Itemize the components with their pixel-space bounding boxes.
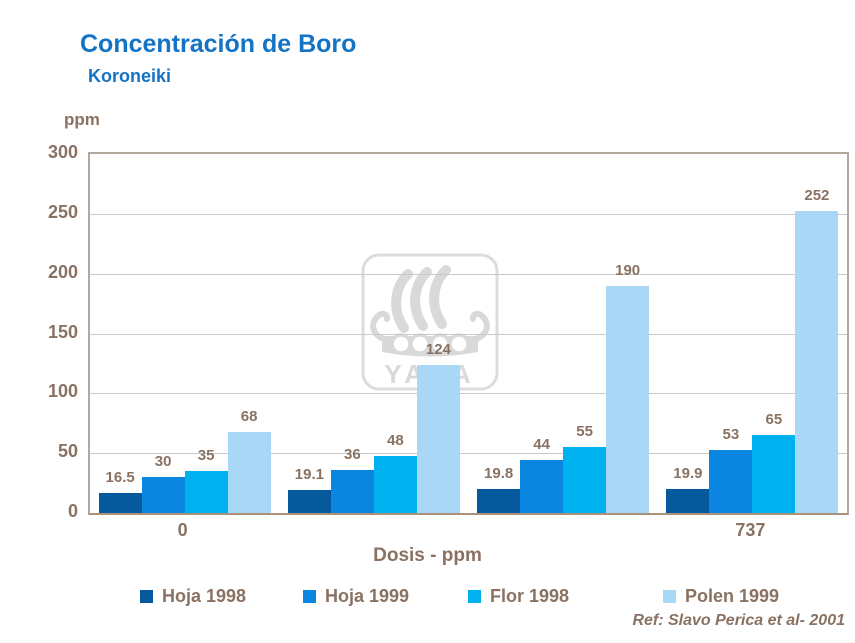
legend-item-flor-1998: Flor 1998 [468, 586, 569, 607]
bar-value-label: 16.5 [105, 469, 135, 487]
bar-hoja-1998 [98, 493, 142, 513]
legend-swatch [663, 590, 676, 603]
legend-item-hoja-1998: Hoja 1998 [140, 586, 246, 607]
bar-polen-1999 [416, 364, 460, 513]
bar-value-label: 35 [197, 447, 215, 465]
legend-label: Hoja 1999 [325, 586, 410, 606]
plot-area: YARA 16.530356819.1364812419.8445519019.… [88, 152, 849, 515]
y-tick-label: 50 [57, 441, 78, 462]
bar-hoja-1998 [287, 490, 331, 513]
bar-flor-1998 [563, 447, 607, 513]
y-axis-unit-label: ppm [64, 110, 100, 129]
bar-hoja-1998 [666, 489, 710, 513]
legend-item-hoja-1999: Hoja 1999 [303, 586, 409, 607]
bar-flor-1998 [373, 455, 417, 513]
bar-value-label: 48 [387, 431, 404, 449]
viking-ship-sails-icon [391, 265, 451, 333]
bar-value-label: 19.8 [484, 465, 514, 483]
bar-value-label: 68 [240, 407, 258, 425]
bar-value-label: 124 [425, 340, 451, 358]
bar-value-label: 30 [154, 453, 172, 471]
legend-label: Hoja 1998 [162, 586, 247, 606]
bar-value-label: 190 [615, 261, 641, 279]
gridline [90, 213, 847, 215]
x-axis-title: Dosis - ppm [373, 545, 482, 566]
legend-label: Polen 1999 [685, 586, 780, 606]
bar-hoja-1999 [520, 460, 564, 513]
x-tick-label: 737 [735, 520, 766, 540]
bar-hoja-1999 [709, 449, 753, 513]
y-tick-label: 250 [47, 201, 78, 222]
bar-value-label: 44 [533, 436, 550, 454]
bar-flor-1998 [184, 471, 228, 513]
viking-ship-hull-icon [370, 310, 490, 357]
bar-value-label: 19.9 [673, 465, 703, 483]
reference-citation: Ref: Slavo Perica et al- 2001 [632, 612, 845, 629]
bar-value-label: 252 [804, 187, 830, 205]
gridline [90, 453, 847, 455]
bar-polen-1999 [795, 211, 839, 513]
bar-value-label: 53 [722, 425, 740, 443]
legend-swatch [140, 590, 153, 603]
chart-subtitle: Koroneiki [88, 66, 172, 86]
bar-value-label: 55 [576, 423, 593, 441]
gridline [90, 393, 847, 395]
bar-hoja-1999 [141, 477, 185, 513]
bar-polen-1999 [606, 285, 650, 513]
bar-hoja-1998 [477, 489, 521, 513]
bar-value-label: 65 [765, 411, 783, 429]
x-tick-label: 0 [177, 520, 188, 540]
y-tick-label: 300 [47, 142, 78, 162]
gridline [90, 273, 847, 275]
bar-value-label: 36 [344, 445, 361, 463]
chart-title: Concentración de Boro [80, 30, 357, 58]
y-tick-label: 200 [47, 261, 78, 282]
bar-flor-1998 [752, 435, 796, 513]
legend-label: Flor 1998 [490, 586, 570, 606]
legend-swatch [303, 590, 316, 603]
y-tick-label: 150 [47, 321, 78, 342]
bar-value-label: 19.1 [294, 466, 324, 484]
legend-item-polen-1999: Polen 1999 [663, 586, 779, 607]
gridline [90, 333, 847, 335]
y-tick-label: 0 [67, 501, 78, 521]
y-tick-label: 100 [47, 381, 78, 402]
bar-hoja-1999 [330, 469, 374, 513]
bar-polen-1999 [227, 431, 271, 513]
legend-swatch [468, 590, 481, 603]
